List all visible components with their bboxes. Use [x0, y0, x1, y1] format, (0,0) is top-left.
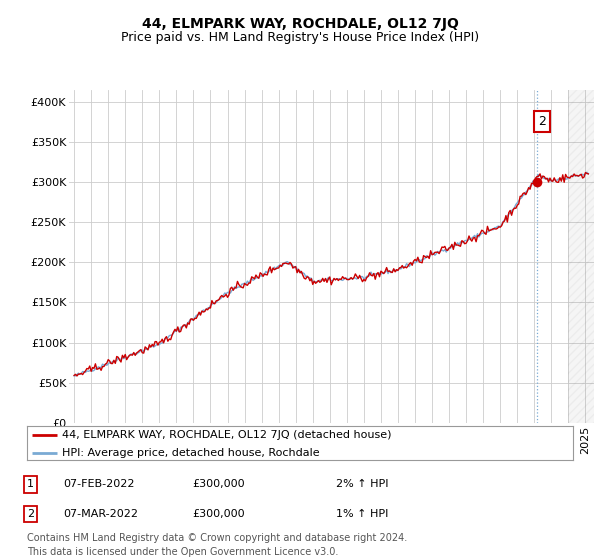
Text: 44, ELMPARK WAY, ROCHDALE, OL12 7JQ (detached house): 44, ELMPARK WAY, ROCHDALE, OL12 7JQ (det…	[62, 430, 392, 440]
Text: 1: 1	[27, 479, 34, 489]
Bar	[568, 90, 594, 423]
Text: Price paid vs. HM Land Registry's House Price Index (HPI): Price paid vs. HM Land Registry's House …	[121, 31, 479, 44]
Text: £300,000: £300,000	[192, 479, 245, 489]
Text: Contains HM Land Registry data © Crown copyright and database right 2024.
This d: Contains HM Land Registry data © Crown c…	[27, 533, 407, 557]
Text: HPI: Average price, detached house, Rochdale: HPI: Average price, detached house, Roch…	[62, 447, 320, 458]
Text: 1% ↑ HPI: 1% ↑ HPI	[336, 509, 388, 519]
Text: 44, ELMPARK WAY, ROCHDALE, OL12 7JQ: 44, ELMPARK WAY, ROCHDALE, OL12 7JQ	[142, 17, 458, 31]
Text: 07-MAR-2022: 07-MAR-2022	[63, 509, 138, 519]
Text: 07-FEB-2022: 07-FEB-2022	[63, 479, 134, 489]
Text: 2: 2	[538, 115, 546, 128]
Text: £300,000: £300,000	[192, 509, 245, 519]
Text: 2% ↑ HPI: 2% ↑ HPI	[336, 479, 389, 489]
Text: 2: 2	[27, 509, 34, 519]
